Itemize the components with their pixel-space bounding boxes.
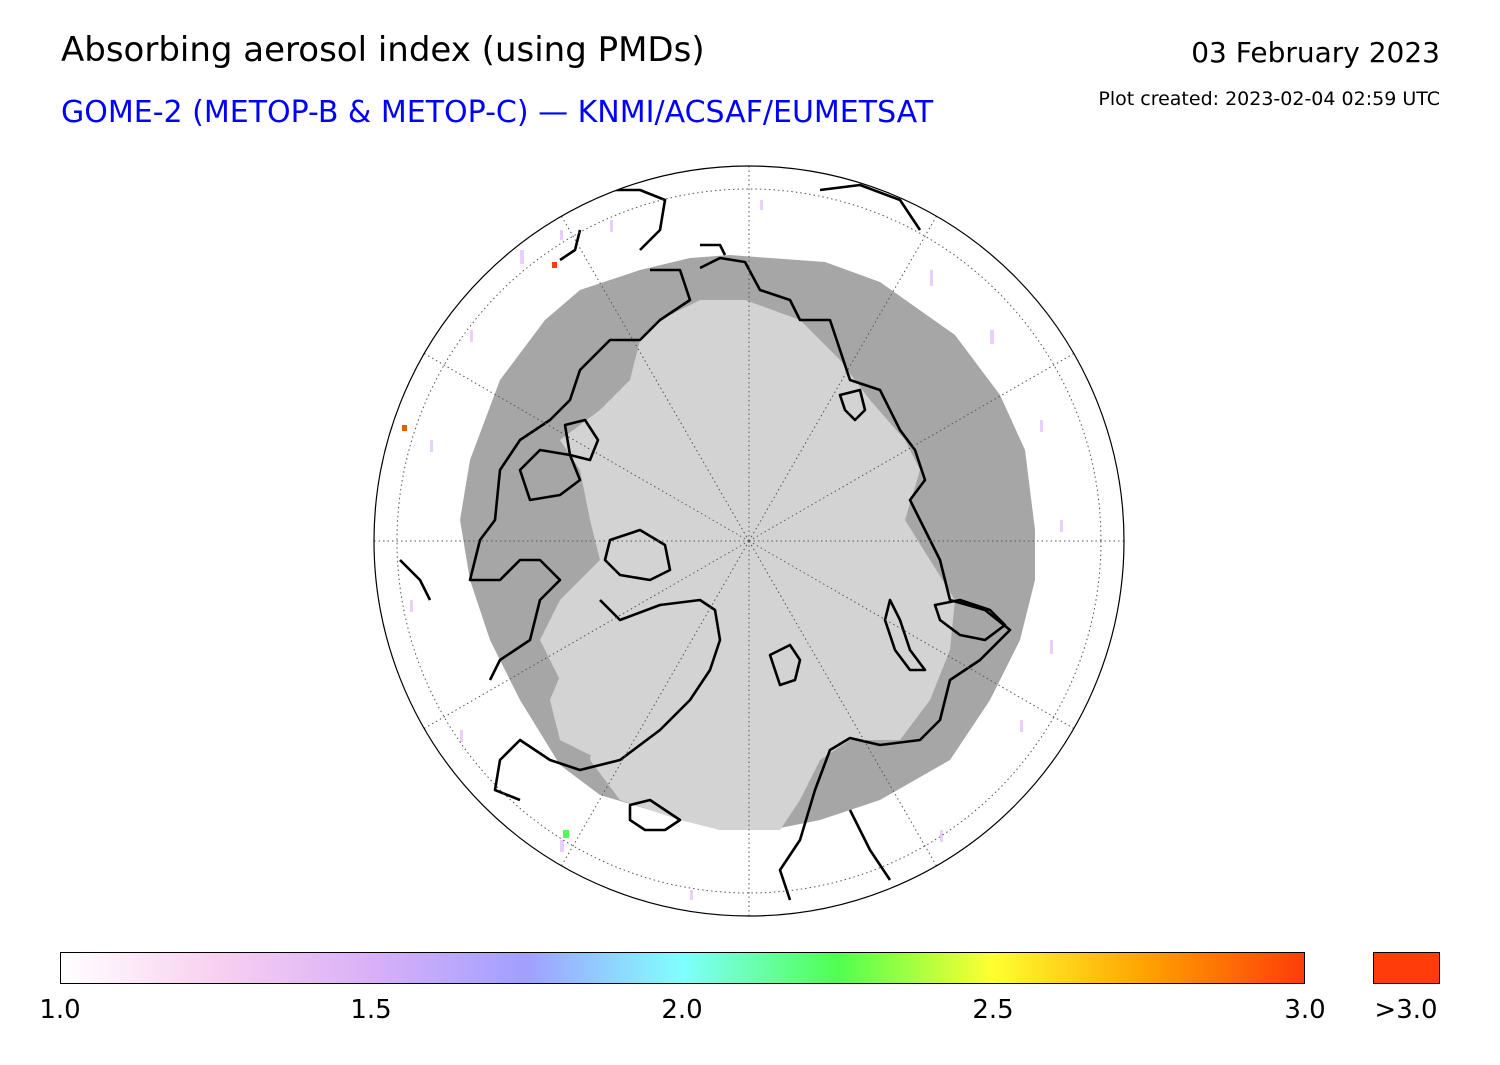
colorbar-overflow-swatch <box>1373 952 1440 984</box>
colorbar-tick-label: 2.5 <box>972 995 1014 1025</box>
map-boundary <box>373 165 1125 917</box>
plot-date: 03 February 2023 <box>1191 36 1440 69</box>
colorbar-tick-label: 2.0 <box>661 995 703 1025</box>
chart-title: Absorbing aerosol index (using PMDs) <box>61 30 705 70</box>
polar-map <box>373 165 1125 917</box>
colorbar-tick-label: 1.5 <box>350 995 392 1025</box>
colorbar <box>60 952 1305 984</box>
colorbar-tick-label: 1.0 <box>39 995 81 1025</box>
colorbar-tick-label: 3.0 <box>1284 995 1326 1025</box>
graticule <box>374 166 1124 916</box>
colorbar-overflow-label: >3.0 <box>1374 995 1438 1025</box>
chart-subtitle: GOME-2 (METOP-B & METOP-C) — KNMI/ACSAF/… <box>61 95 934 130</box>
aerosol-speckle <box>410 200 1063 900</box>
polar-night-region <box>540 300 955 830</box>
high-aerosol-pixel <box>563 830 569 838</box>
coastlines <box>399 183 1012 901</box>
plot-created-timestamp: Plot created: 2023-02-04 02:59 UTC <box>1098 88 1440 110</box>
high-aerosol-pixel <box>552 262 557 268</box>
high-aerosol-pixel <box>402 425 407 431</box>
